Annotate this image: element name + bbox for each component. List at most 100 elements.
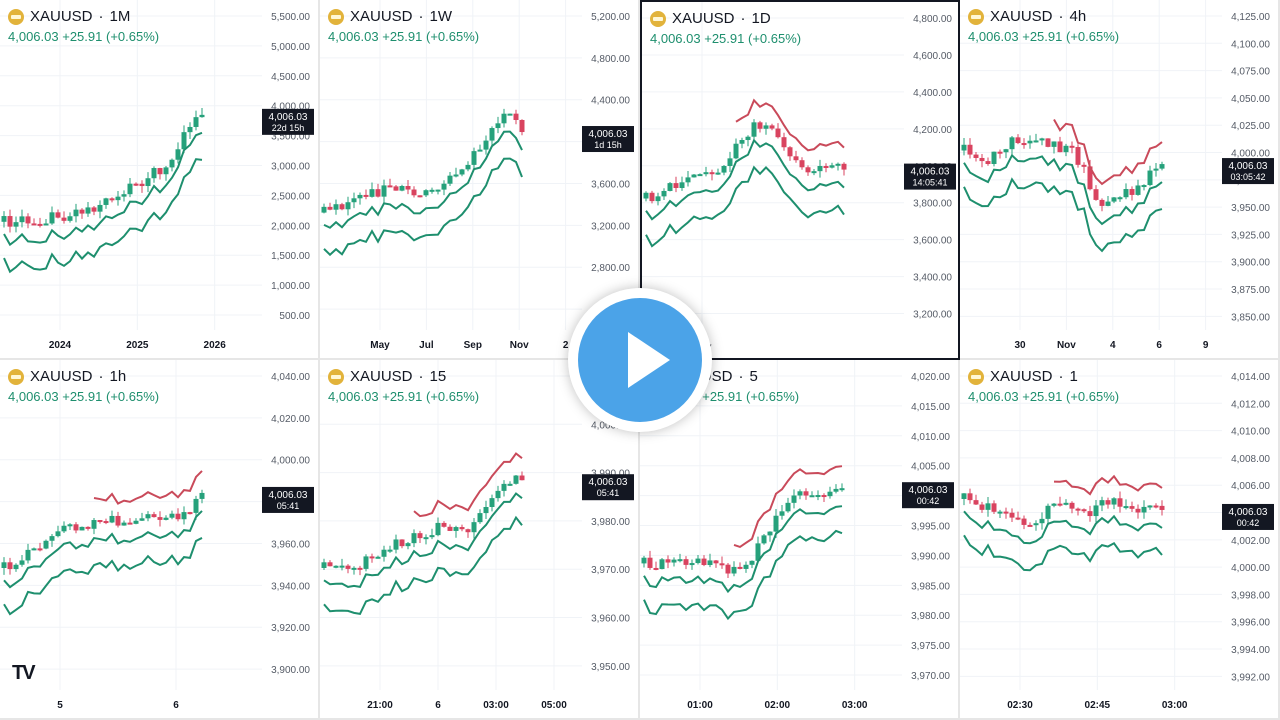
price-value: 4,006.03 bbox=[328, 29, 379, 44]
candle-body bbox=[327, 562, 333, 567]
y-tick-label: 4,800.00 bbox=[913, 14, 952, 25]
y-tick-label: 3,990.00 bbox=[591, 469, 630, 480]
chart-canvas[interactable]: 4,040.004,020.004,000.003,980.003,960.00… bbox=[0, 360, 316, 716]
last-price-tag bbox=[904, 163, 956, 190]
candle-body bbox=[1111, 197, 1117, 202]
symbol-label[interactable]: XAUUSD bbox=[672, 10, 735, 27]
candle-body bbox=[1117, 197, 1123, 200]
candle-body bbox=[199, 114, 205, 118]
separator-dot: · bbox=[418, 368, 424, 385]
ma-resistance-line bbox=[1053, 474, 1163, 496]
timeframe-label[interactable]: 1M bbox=[109, 8, 131, 25]
bar-countdown: 03:05:42 bbox=[1230, 172, 1265, 182]
candle-body bbox=[489, 498, 495, 507]
candle-body bbox=[193, 498, 199, 513]
last-price-value: 4,006.03 bbox=[589, 129, 628, 140]
chart-canvas[interactable]: 4,125.00 4,100.00 4,075.00 4,050.00 4,025.00… bbox=[960, 0, 1276, 356]
candle-body bbox=[169, 159, 175, 168]
candle-body bbox=[773, 515, 779, 532]
candle-body bbox=[1099, 199, 1105, 206]
ma-slow-line bbox=[645, 165, 845, 248]
y-tick-label: 4,010.00 bbox=[1231, 427, 1270, 438]
timeframe-label[interactable]: 1 bbox=[1069, 368, 1078, 385]
y-tick-label: 2,500.00 bbox=[271, 191, 310, 202]
candle-body bbox=[453, 174, 459, 177]
candle-body bbox=[1069, 145, 1075, 148]
candle-body bbox=[459, 527, 465, 530]
candle-body bbox=[465, 164, 471, 170]
candle-body bbox=[501, 483, 507, 491]
price-value: 4,006.03 bbox=[968, 389, 1019, 404]
candle-body bbox=[1159, 505, 1165, 510]
chart-panel-1h[interactable]: XAUUSD · 1h 4,006.03 +25.91 (+0.65%) 4,040.0… bbox=[0, 360, 320, 720]
candle-body bbox=[357, 567, 363, 570]
chart-canvas[interactable]: 4,800.004,600.004,400.004,200.004,000.00… bbox=[642, 2, 958, 358]
y-tick-label: 3,995.00 bbox=[911, 522, 950, 533]
candle-body bbox=[399, 186, 405, 191]
candle-body bbox=[495, 490, 501, 499]
candle-body bbox=[133, 520, 139, 524]
candle-body bbox=[447, 175, 453, 184]
candle-body bbox=[803, 491, 809, 496]
price-change: +25.91 bbox=[382, 29, 423, 44]
symbol-label[interactable]: XAUUSD bbox=[350, 368, 413, 385]
chart-header: XAUUSD · 4h 4,006.03 +25.91 (+0.65%) bbox=[968, 8, 1119, 44]
play-button[interactable] bbox=[568, 288, 712, 432]
chart-canvas[interactable]: 4,010.004,000.003,990.003,980.003,970.00… bbox=[320, 360, 636, 716]
candle-body bbox=[1123, 189, 1129, 198]
timeframe-label[interactable]: 1D bbox=[751, 10, 771, 27]
candle-body bbox=[55, 212, 61, 218]
candle-body bbox=[333, 204, 339, 210]
candle-body bbox=[1159, 164, 1165, 169]
candle-body bbox=[507, 113, 513, 116]
chart-panel-4h[interactable]: XAUUSD · 4h 4,006.03 +25.91 (+0.65%) 4,125.0… bbox=[960, 0, 1280, 360]
chart-panel-1[interactable]: XAUUSD · 1 4,006.03 +25.91 (+0.65%) 4,014.00… bbox=[960, 360, 1280, 720]
chart-panel-5[interactable]: XAUUSD·54,006.03 +25.91 (+0.65%)4,020.00… bbox=[640, 360, 960, 720]
candle-body bbox=[181, 512, 187, 520]
candle-body bbox=[743, 564, 749, 569]
ma-slow-line bbox=[963, 177, 1163, 253]
candle-body bbox=[829, 165, 835, 168]
candle-body bbox=[1117, 498, 1123, 507]
candle-body bbox=[991, 151, 997, 165]
candle-body bbox=[333, 565, 339, 568]
symbol-label[interactable]: XAUUSD bbox=[30, 368, 93, 385]
candle-body bbox=[43, 540, 49, 549]
timeframe-label[interactable]: 5 bbox=[749, 368, 758, 385]
candle-body bbox=[1063, 145, 1069, 153]
timeframe-label[interactable]: 15 bbox=[429, 368, 447, 385]
candle-body bbox=[381, 185, 387, 197]
candle-body bbox=[453, 527, 459, 531]
chart-canvas[interactable]: 4,020.004,015.004,010.004,005.004,000.00… bbox=[640, 360, 956, 716]
chart-canvas[interactable]: 5,500.00 5,000.00 4,500.00 4,000.00 3,500.00… bbox=[0, 0, 316, 356]
candle-body bbox=[1105, 500, 1111, 505]
symbol-label[interactable]: XAUUSD bbox=[350, 8, 413, 25]
candle-body bbox=[973, 154, 979, 158]
candle-body bbox=[1051, 141, 1057, 147]
y-tick-label: 5,500.00 bbox=[271, 12, 310, 23]
candle-body bbox=[661, 190, 667, 197]
symbol-label[interactable]: XAUUSD bbox=[990, 368, 1053, 385]
candle-body bbox=[489, 128, 495, 141]
chart-canvas[interactable]: 5,200.004,800.004,400.004,000.003,600.00… bbox=[320, 0, 636, 356]
candle-body bbox=[781, 137, 787, 148]
x-tick-label: 6 bbox=[435, 700, 441, 711]
candle-body bbox=[1153, 168, 1159, 171]
y-tick-label: 3,950.00 bbox=[1231, 203, 1270, 214]
chart-panel-1d[interactable]: XAUUSD · 1D 4,006.03 +25.91 (+0.65%) 4,800.0… bbox=[640, 0, 960, 360]
symbol-label[interactable]: XAUUSD bbox=[990, 8, 1053, 25]
candle-body bbox=[127, 183, 133, 195]
candle-body bbox=[827, 491, 833, 497]
y-tick-label: 3,960.00 bbox=[271, 539, 310, 550]
candle-body bbox=[665, 559, 671, 563]
chart-canvas[interactable]: 4,014.00 4,012.00 4,010.00 4,008.00 4,006.00… bbox=[960, 360, 1276, 716]
x-tick-label: 01:00 bbox=[687, 700, 713, 711]
timeframe-label[interactable]: 1W bbox=[429, 8, 453, 25]
timeframe-label[interactable]: 4h bbox=[1069, 8, 1087, 25]
y-tick-label: 3,998.00 bbox=[1231, 590, 1270, 601]
timeframe-label[interactable]: 1h bbox=[109, 368, 127, 385]
chart-panel-15[interactable]: XAUUSD·154,006.03 +25.91 (+0.65%)4,010.0… bbox=[320, 360, 640, 720]
symbol-label[interactable]: XAUUSD bbox=[30, 8, 93, 25]
chart-panel-1m[interactable]: XAUUSD · 1M 4,006.03 +25.91 (+0.65%) 5,500.0… bbox=[0, 0, 320, 360]
